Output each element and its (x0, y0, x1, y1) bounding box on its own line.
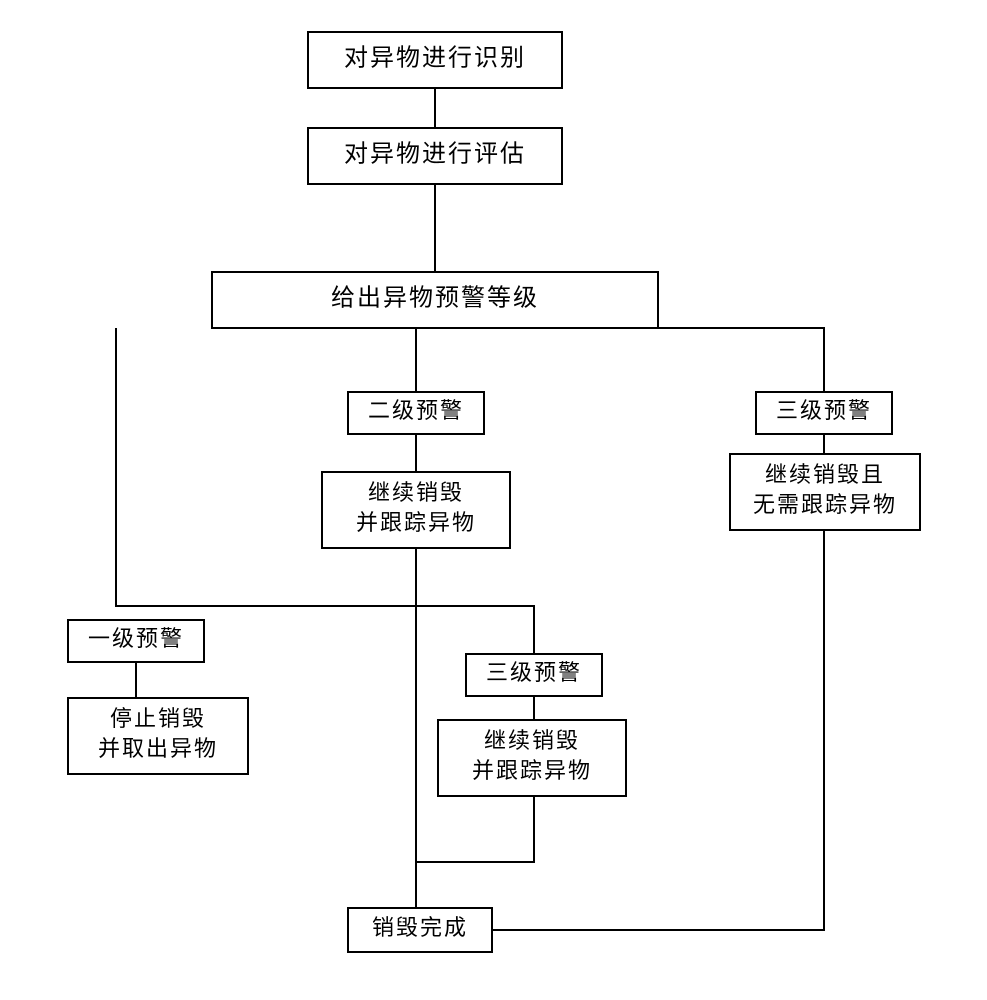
node-label: 三级预警 (776, 398, 872, 423)
node-label: 对异物进行评估 (344, 141, 526, 168)
node-label: 对异物进行识别 (344, 45, 526, 72)
node-b3label: 三级预警 (756, 392, 892, 434)
node-label: 并取出异物 (98, 736, 218, 761)
node-b1label: 一级预警 (68, 620, 204, 662)
node-label: 销毁完成 (372, 915, 468, 940)
edge (116, 328, 350, 606)
node-label: 继续销毁 (368, 480, 464, 505)
flowchart-canvas: 对异物进行识别对异物进行评估给出异物预警等级二级预警三级预警继续销毁并跟踪异物继… (0, 0, 987, 1000)
node-label: 一级预警 (88, 626, 184, 651)
node-label: 给出异物预警等级 (331, 285, 539, 312)
node-sub3action: 继续销毁并跟踪异物 (438, 720, 626, 796)
node-n1: 对异物进行识别 (308, 32, 562, 88)
node-label: 继续销毁且 (765, 462, 885, 487)
node-sub3label: 三级预警 (466, 654, 602, 696)
node-label: 并跟踪异物 (472, 758, 592, 783)
node-b2action: 继续销毁并跟踪异物 (322, 472, 510, 548)
node-label: 并跟踪异物 (356, 510, 476, 535)
node-n2: 对异物进行评估 (308, 128, 562, 184)
node-label: 继续销毁 (484, 728, 580, 753)
edge (416, 796, 534, 862)
node-label: 二级预警 (368, 398, 464, 423)
node-label: 三级预警 (486, 660, 582, 685)
node-b1action: 停止销毁并取出异物 (68, 698, 248, 774)
node-b2label: 二级预警 (348, 392, 484, 434)
node-done: 销毁完成 (348, 908, 492, 952)
edge (350, 606, 534, 654)
node-b3action: 继续销毁且无需跟踪异物 (730, 454, 920, 530)
edge (658, 328, 824, 392)
node-label: 停止销毁 (110, 706, 206, 731)
node-label: 无需跟踪异物 (753, 492, 897, 517)
node-n3: 给出异物预警等级 (212, 272, 658, 328)
